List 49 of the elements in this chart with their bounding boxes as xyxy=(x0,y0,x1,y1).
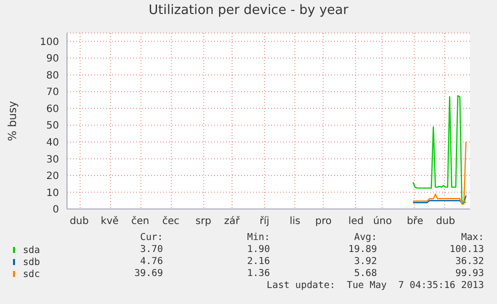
x-tick-label: lis xyxy=(290,216,300,228)
text: 100.13 xyxy=(448,244,484,256)
text: Cur: xyxy=(139,232,163,244)
x-tick-label: říj xyxy=(260,216,270,228)
text: 4.76 xyxy=(139,256,163,268)
text: 3.70 xyxy=(139,244,163,256)
legend-label: sdc xyxy=(22,268,40,280)
y-tick-label: 10 xyxy=(46,188,59,199)
text: 1.36 xyxy=(246,268,270,280)
text: 99.93 xyxy=(454,268,484,280)
y-tick-label: 50 xyxy=(46,120,59,132)
y-tick-label: 20 xyxy=(46,171,59,182)
x-tick-label: čec xyxy=(162,216,180,228)
text: 3.92 xyxy=(353,256,377,268)
legend-label: sdb xyxy=(22,256,40,268)
x-tick-label: úno xyxy=(373,216,392,228)
text: 5.68 xyxy=(353,268,377,280)
text: 39.69 xyxy=(133,268,163,280)
line-series xyxy=(412,95,467,203)
y-tick-label: 80 xyxy=(46,70,59,82)
x-tick-label: zář xyxy=(224,216,240,228)
text: Last update: Tue May 7 04:35:16 2013 xyxy=(266,280,484,292)
text: 36.32 xyxy=(454,256,484,268)
line-series xyxy=(412,141,467,205)
y-tick-label: 70 xyxy=(46,87,59,98)
text: Avg: xyxy=(353,232,377,244)
x-tick-label: pro xyxy=(315,216,332,228)
y-tick-label: 90 xyxy=(46,54,59,65)
y-tick-label: 30 xyxy=(46,154,59,166)
y-tick-label: 100 xyxy=(40,36,59,48)
y-axis-title: % busy xyxy=(6,100,19,142)
legend-label: sda xyxy=(22,244,40,256)
line-series xyxy=(412,194,467,204)
x-tick-label: led xyxy=(348,216,364,228)
x-tick-label: srp xyxy=(196,216,212,228)
y-tick-label: 0 xyxy=(52,204,59,216)
x-tick-label: dub xyxy=(436,216,456,228)
y-tick-label: 40 xyxy=(46,138,59,148)
text: 2.16 xyxy=(246,256,270,268)
text: Max: xyxy=(460,232,484,244)
x-tick-label: bře xyxy=(406,216,424,228)
text: Min: xyxy=(246,232,270,244)
x-tick-label: kvě xyxy=(100,216,119,228)
y-tick-label: 60 xyxy=(46,104,59,115)
x-tick-label: dub xyxy=(70,216,89,228)
x-tick-label: čen xyxy=(131,216,150,228)
text: 1.90 xyxy=(246,244,270,256)
text: 19.89 xyxy=(347,244,377,256)
chart-title: Utilization per device - by year xyxy=(148,3,350,18)
